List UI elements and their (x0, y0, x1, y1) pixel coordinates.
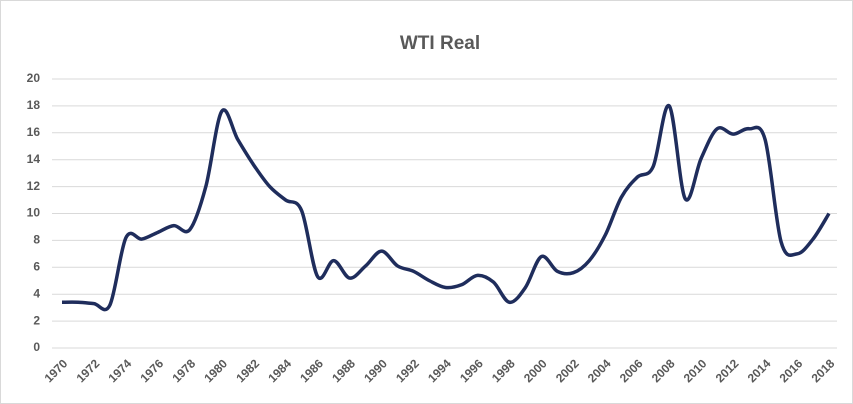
y-tick-label: 8 (33, 233, 40, 247)
y-tick-label: 4 (33, 286, 40, 300)
line-series (61, 104, 831, 312)
y-tick-label: 16 (27, 125, 41, 139)
y-tick-label: 0 (33, 340, 40, 354)
y-tick-label: 10 (27, 206, 41, 220)
y-tick-label: 18 (27, 98, 41, 112)
y-tick-label: 12 (27, 179, 41, 193)
y-tick-label: 20 (27, 71, 41, 85)
chart-title: WTI Real (400, 33, 480, 54)
y-tick-label: 2 (33, 313, 40, 327)
y-tick-label: 14 (27, 152, 41, 166)
y-tick-label: 6 (33, 259, 40, 273)
